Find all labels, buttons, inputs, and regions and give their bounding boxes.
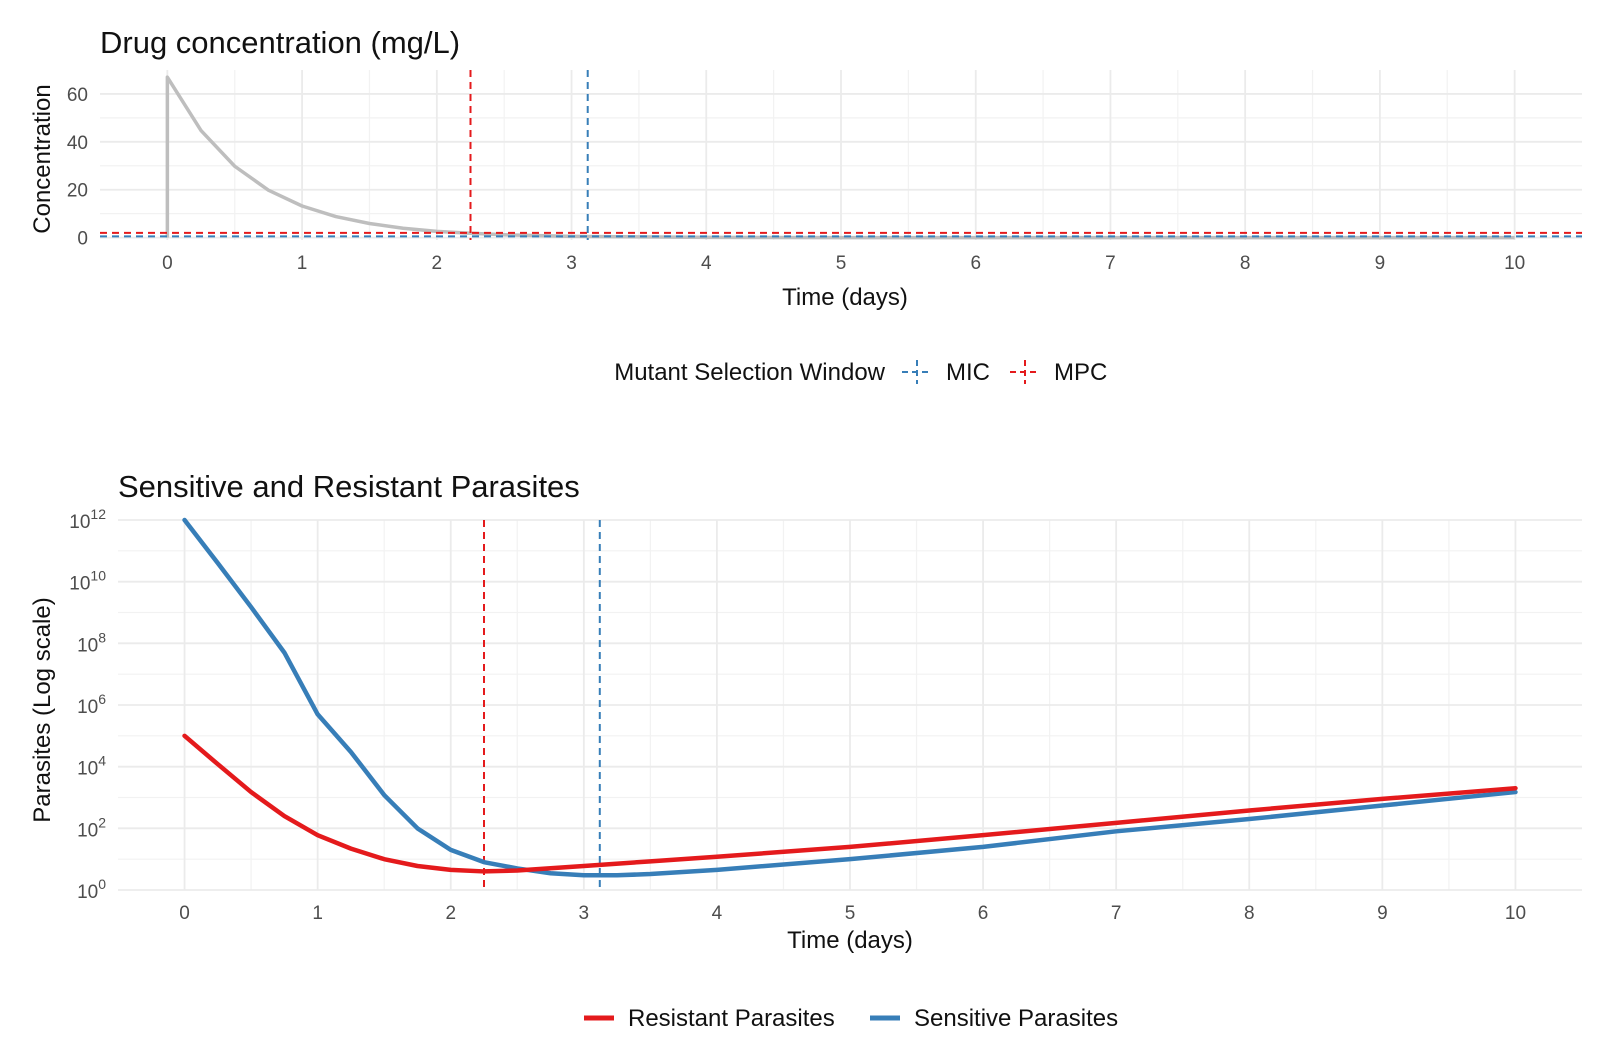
resistant-parasites-line (182, 733, 1518, 874)
y-tick-label: 40 (67, 133, 88, 154)
y-tick-label: 0 (77, 229, 88, 250)
panel2-x-ticks: 0 1 2 3 4 5 6 7 8 9 10 (179, 903, 1526, 924)
legend-label-sensitive: Sensitive Parasites (914, 1005, 1118, 1032)
x-tick-label: 1 (297, 253, 308, 274)
x-tick-label: 2 (432, 253, 443, 274)
x-tick-label: 1 (312, 903, 323, 924)
y-tick-label: 108 (77, 629, 106, 656)
panel1-x-ticks: 0 1 2 3 4 5 6 7 8 9 10 (162, 253, 1525, 274)
panel1-data (100, 70, 1582, 240)
x-tick-label: 7 (1111, 903, 1122, 924)
y-tick-label: 100 (77, 876, 106, 903)
x-tick-label: 5 (836, 253, 847, 274)
x-tick-label: 8 (1244, 903, 1255, 924)
panel2-y-axis-title: Parasites (Log scale) (29, 597, 56, 822)
x-tick-label: 0 (162, 253, 173, 274)
x-tick-label: 3 (566, 253, 577, 274)
y-tick-label: 106 (77, 691, 106, 718)
legend-key-mpc (1010, 360, 1040, 384)
panel1-y-ticks: 0 20 40 60 (67, 85, 88, 250)
legend-key-mic (902, 360, 932, 384)
x-tick-label: 6 (978, 903, 989, 924)
y-tick-label: 102 (77, 814, 106, 841)
panel1-grid (100, 70, 1582, 240)
x-tick-label: 8 (1240, 253, 1251, 274)
x-tick-label: 3 (579, 903, 590, 924)
legend-label-mic: MIC (946, 359, 990, 386)
y-tick-label: 60 (67, 85, 88, 106)
x-tick-label: 9 (1375, 253, 1386, 274)
y-tick-label: 1012 (69, 506, 106, 533)
panel1-x-axis-title: Time (days) (782, 284, 908, 311)
panel2-data (182, 517, 1518, 890)
panel2-y-ticks: 100 102 104 106 108 1010 1012 (69, 506, 106, 903)
y-tick-label: 104 (77, 753, 106, 780)
panel1-legend-title: Mutant Selection Window (614, 359, 885, 386)
x-tick-label: 10 (1504, 253, 1525, 274)
panel2-legend: Resistant Parasites Sensitive Parasites (584, 1005, 1118, 1032)
y-tick-label: 20 (67, 181, 88, 202)
x-tick-label: 10 (1505, 903, 1526, 924)
legend-label-mpc: MPC (1054, 359, 1107, 386)
x-tick-label: 2 (445, 903, 456, 924)
x-tick-label: 7 (1105, 253, 1116, 274)
panel2-x-axis-title: Time (days) (787, 927, 913, 954)
y-tick-label: 1010 (69, 568, 106, 595)
x-tick-label: 9 (1377, 903, 1388, 924)
panel2-grid (118, 519, 1582, 891)
x-tick-label: 0 (179, 903, 190, 924)
x-tick-label: 6 (970, 253, 981, 274)
panel1-y-axis-title: Concentration (29, 84, 56, 233)
x-tick-label: 4 (712, 903, 723, 924)
legend-label-resistant: Resistant Parasites (628, 1005, 835, 1032)
panel1-title: Drug concentration (mg/L) (100, 25, 460, 60)
panel2-title: Sensitive and Resistant Parasites (118, 469, 580, 504)
panel1-legend: Mutant Selection Window MIC MPC (614, 359, 1107, 386)
x-tick-label: 4 (701, 253, 712, 274)
x-tick-label: 5 (845, 903, 856, 924)
